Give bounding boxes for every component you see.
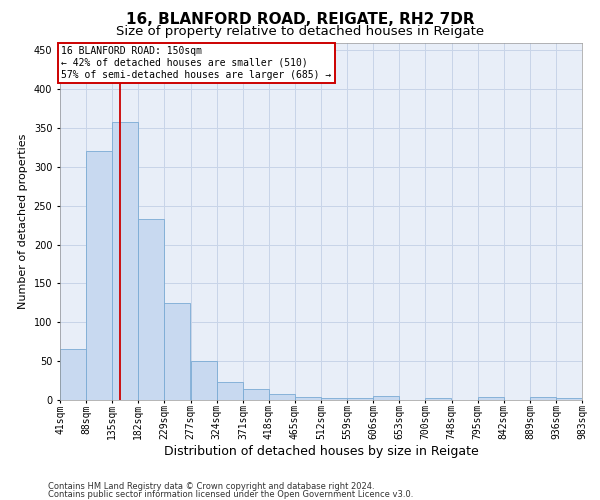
Text: 16 BLANFORD ROAD: 150sqm
← 42% of detached houses are smaller (510)
57% of semi-: 16 BLANFORD ROAD: 150sqm ← 42% of detach… [61,46,331,80]
Bar [138,219,164,400]
Bar [60,350,86,400]
Text: Contains HM Land Registry data © Crown copyright and database right 2024.: Contains HM Land Registry data © Crown c… [48,482,374,491]
Bar [86,152,112,400]
Bar [425,398,451,400]
Bar [347,398,373,400]
Bar [269,394,295,400]
Text: 16, BLANFORD ROAD, REIGATE, RH2 7DR: 16, BLANFORD ROAD, REIGATE, RH2 7DR [125,12,475,28]
Bar [112,122,138,400]
Bar [217,382,243,400]
Text: Contains public sector information licensed under the Open Government Licence v3: Contains public sector information licen… [48,490,413,499]
Bar [530,397,556,400]
Y-axis label: Number of detached properties: Number of detached properties [18,134,28,309]
Bar [243,389,269,400]
Bar [373,396,399,400]
Bar [556,398,582,400]
Bar [191,361,217,400]
Bar [478,397,504,400]
Bar [295,397,321,400]
X-axis label: Distribution of detached houses by size in Reigate: Distribution of detached houses by size … [164,445,478,458]
Text: Size of property relative to detached houses in Reigate: Size of property relative to detached ho… [116,25,484,38]
Bar [164,303,190,400]
Bar [321,398,347,400]
